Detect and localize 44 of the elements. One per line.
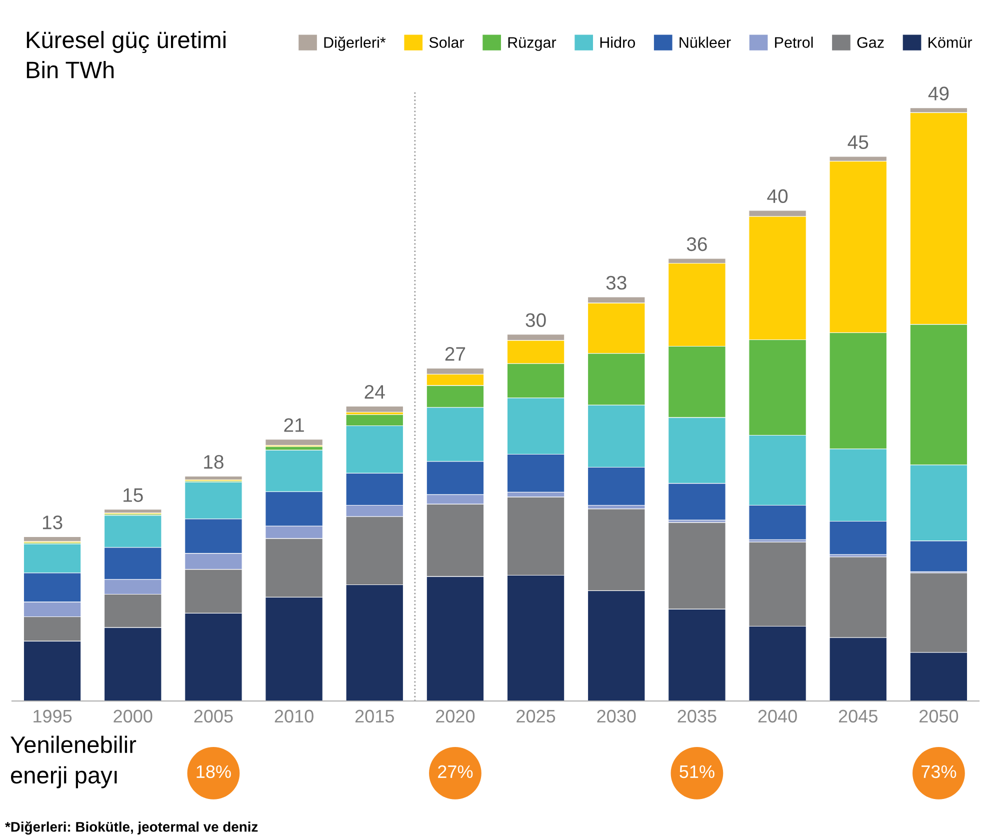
text: 18% <box>196 765 231 778</box>
annotation: 21 <box>284 418 304 432</box>
annotation: 24 <box>364 385 385 399</box>
annotation: 36 <box>686 237 707 252</box>
y-axis-title: Bin TWh <box>26 60 114 78</box>
x-tick-label: 2000 <box>114 710 152 723</box>
legend-label: Diğerleri* <box>324 36 386 51</box>
text: 73% <box>922 765 956 778</box>
x-tick-label: 2005 <box>194 710 233 723</box>
annotation: 18 <box>204 455 224 469</box>
annotation: 15 <box>124 488 143 502</box>
chart-title: Küresel güç üretimi <box>26 30 226 54</box>
legend-label: Kömür <box>928 37 972 48</box>
annotation: 49 <box>928 86 949 100</box>
x-tick-label: 2050 <box>920 710 958 723</box>
text: 27% <box>438 765 473 778</box>
text: 51% <box>680 765 714 778</box>
x-tick-label: 2020 <box>436 710 475 723</box>
text: Yenilenebilir enerji payı <box>10 736 136 788</box>
legend-label: Nükleer <box>680 36 731 48</box>
annotation: 27 <box>445 347 466 361</box>
x-tick-label: 2045 <box>838 710 878 723</box>
bar <box>346 406 404 412</box>
text: *Diğerleri: Biokütle, jeotermal ve deniz <box>5 821 258 835</box>
annotation: 33 <box>606 276 626 290</box>
annotation: 13 <box>42 516 62 530</box>
x-tick-label: 2015 <box>355 710 394 723</box>
bar <box>184 476 242 480</box>
bar <box>23 536 82 542</box>
x-tick-label: 2035 <box>678 710 716 723</box>
annotation: 40 <box>767 189 788 204</box>
annotation: 45 <box>848 135 868 150</box>
bar <box>104 509 162 514</box>
legend-label: Solar <box>429 36 464 48</box>
legend-label: Hidro <box>600 36 635 48</box>
legend-label: Petrol <box>775 36 813 48</box>
legend-label: Gaz <box>857 37 884 48</box>
x-tick-label: 1995 <box>34 710 72 723</box>
x-tick-label: 2030 <box>597 710 636 723</box>
x-tick-label: 2040 <box>758 710 797 723</box>
legend-label: Rüzgar <box>508 37 556 51</box>
x-tick-label: 2010 <box>274 710 314 723</box>
annotation: 30 <box>526 313 546 327</box>
x-tick-label: 2025 <box>516 710 556 723</box>
